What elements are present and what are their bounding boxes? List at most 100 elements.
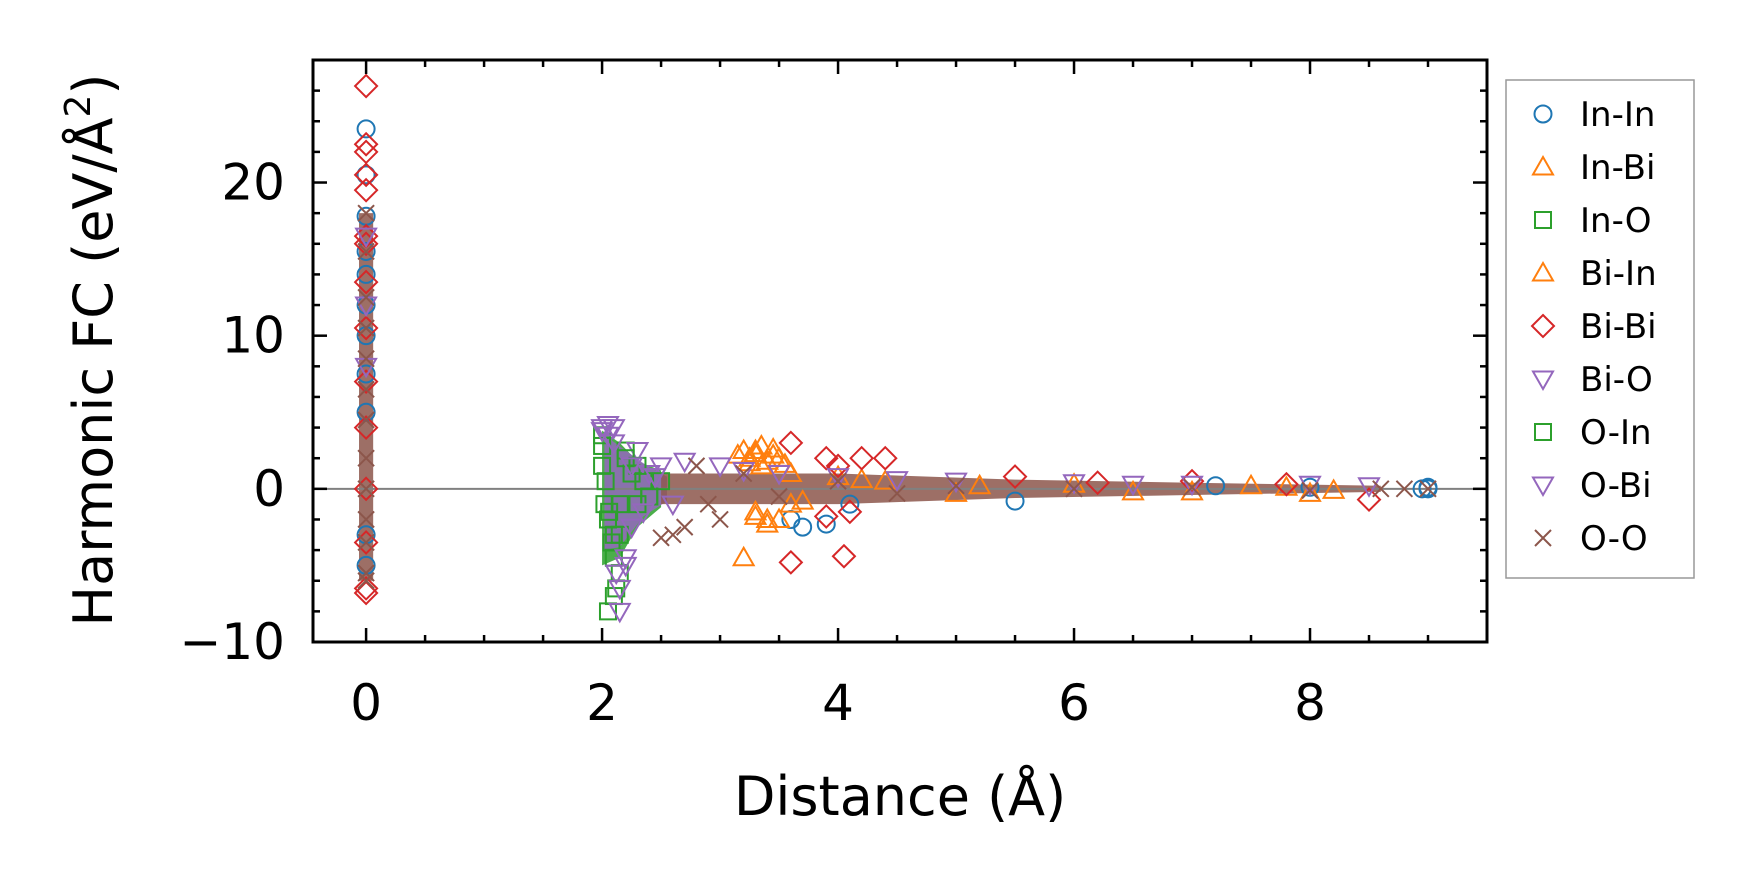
point-o-o xyxy=(664,526,682,544)
point-o-bi xyxy=(731,461,756,483)
legend-item-bi-o: Bi-O xyxy=(1531,360,1653,400)
y-axis-label-sup: 2 xyxy=(58,95,99,118)
point-bi-bi xyxy=(813,445,839,471)
legend-item-o-o: O-O xyxy=(1534,519,1648,559)
point-bi-bi xyxy=(353,177,379,203)
point-bi-bi xyxy=(353,73,379,99)
legend-label: O-In xyxy=(1580,413,1652,453)
point-o-o xyxy=(357,564,375,582)
point-bi-o xyxy=(604,564,628,586)
point-o-o xyxy=(1065,480,1083,498)
series-o-bi xyxy=(590,416,1145,624)
x-tick-label: 6 xyxy=(1058,674,1090,732)
point-bi-bi xyxy=(1002,464,1028,490)
point-bi-o xyxy=(649,457,673,478)
legend-item-o-in: O-In xyxy=(1534,413,1652,453)
point-o-o xyxy=(357,288,375,307)
point-in-in xyxy=(356,364,376,384)
point-o-o xyxy=(734,464,753,483)
point-bi-bi xyxy=(778,430,804,456)
series-in-in xyxy=(356,119,1438,575)
point-bi-in xyxy=(755,512,779,533)
point-in-in xyxy=(816,514,836,534)
point-o-o xyxy=(1395,480,1414,498)
legend-marker xyxy=(1534,211,1552,229)
point-bi-in xyxy=(967,473,992,495)
point-in-in xyxy=(840,494,860,514)
legend-marker xyxy=(1533,104,1553,124)
point-o-o xyxy=(652,529,670,547)
legend-label: In-Bi xyxy=(1580,148,1655,188)
legend-label: Bi-In xyxy=(1580,254,1657,294)
legend-marker xyxy=(1531,370,1555,392)
point-bi-bi xyxy=(353,575,379,601)
x-axis-label: Distance (Å) xyxy=(734,764,1066,828)
y-tick-label: −10 xyxy=(179,613,285,671)
legend: In-In In-Bi In-O Bi-In Bi-Bi Bi-O O-In O-Bi O-O xyxy=(1505,79,1695,579)
point-bi-o xyxy=(625,442,650,463)
point-bi-bi xyxy=(1085,470,1111,496)
point-in-bi xyxy=(790,489,815,510)
point-in-bi xyxy=(743,438,768,460)
point-bi-in xyxy=(749,453,774,475)
x-tick-labels: 0 2 4 6 8 xyxy=(350,674,1326,732)
point-o-o xyxy=(675,518,694,536)
legend-label: O-Bi xyxy=(1580,466,1652,506)
point-in-in xyxy=(1206,476,1226,496)
point-o-bi xyxy=(631,503,656,524)
legend-label: Bi-O xyxy=(1580,360,1653,400)
legend-label: O-O xyxy=(1580,519,1648,559)
point-in-in xyxy=(356,119,376,139)
point-bi-bi xyxy=(353,231,379,257)
legend-item-bi-in: Bi-In xyxy=(1531,254,1657,294)
point-bi-bi xyxy=(778,549,804,575)
point-bi-bi xyxy=(831,543,857,569)
point-o-in xyxy=(596,472,615,491)
legend-marker xyxy=(1534,423,1552,441)
point-bi-bi xyxy=(1274,471,1299,497)
point-o-o xyxy=(357,319,375,337)
point-o-o xyxy=(1183,478,1201,497)
point-bi-bi xyxy=(353,269,379,295)
series-bi-bi xyxy=(353,73,1382,606)
point-o-o xyxy=(888,484,906,503)
point-bi-o xyxy=(767,465,791,486)
point-in-bi xyxy=(1298,481,1322,502)
point-o-bi xyxy=(661,495,685,517)
x-tick-label: 4 xyxy=(822,674,854,732)
series-o-o xyxy=(357,204,1437,590)
point-o-o xyxy=(947,477,965,495)
point-o-o xyxy=(357,242,375,261)
point-bi-o xyxy=(1357,477,1381,498)
y-tick-label: 0 xyxy=(253,460,285,518)
plot-frame xyxy=(311,58,1489,644)
legend-item-in-o: In-O xyxy=(1534,201,1652,241)
legend-label: Bi-Bi xyxy=(1580,307,1657,347)
point-o-bi xyxy=(885,471,909,492)
point-o-bi xyxy=(643,468,667,489)
point-o-o xyxy=(357,572,375,590)
y-tick-labels: −10 0 10 20 xyxy=(179,154,285,671)
point-o-bi xyxy=(619,457,644,478)
point-bi-o xyxy=(590,419,614,440)
point-o-o xyxy=(357,204,375,222)
legend-item-in-bi: In-Bi xyxy=(1531,148,1655,188)
y-axis-label: Harmonic FC (eV/Å2) xyxy=(58,74,125,627)
point-bi-bi xyxy=(353,139,379,165)
point-bi-bi xyxy=(353,315,379,341)
point-in-bi xyxy=(1239,473,1263,495)
point-o-o xyxy=(1372,480,1390,498)
point-bi-bi xyxy=(837,499,863,525)
y-tick-label: 20 xyxy=(221,154,285,212)
x-tick-label: 0 xyxy=(350,674,382,732)
point-o-o xyxy=(357,380,375,398)
point-o-o xyxy=(1301,481,1319,500)
point-o-bi xyxy=(1121,475,1145,497)
point-bi-bi xyxy=(353,530,379,555)
point-bi-bi xyxy=(353,162,379,188)
legend-item-in-in: In-In xyxy=(1533,95,1655,135)
legend-marker xyxy=(1531,260,1555,282)
point-in-in xyxy=(356,264,376,284)
point-in-bi xyxy=(873,469,897,490)
